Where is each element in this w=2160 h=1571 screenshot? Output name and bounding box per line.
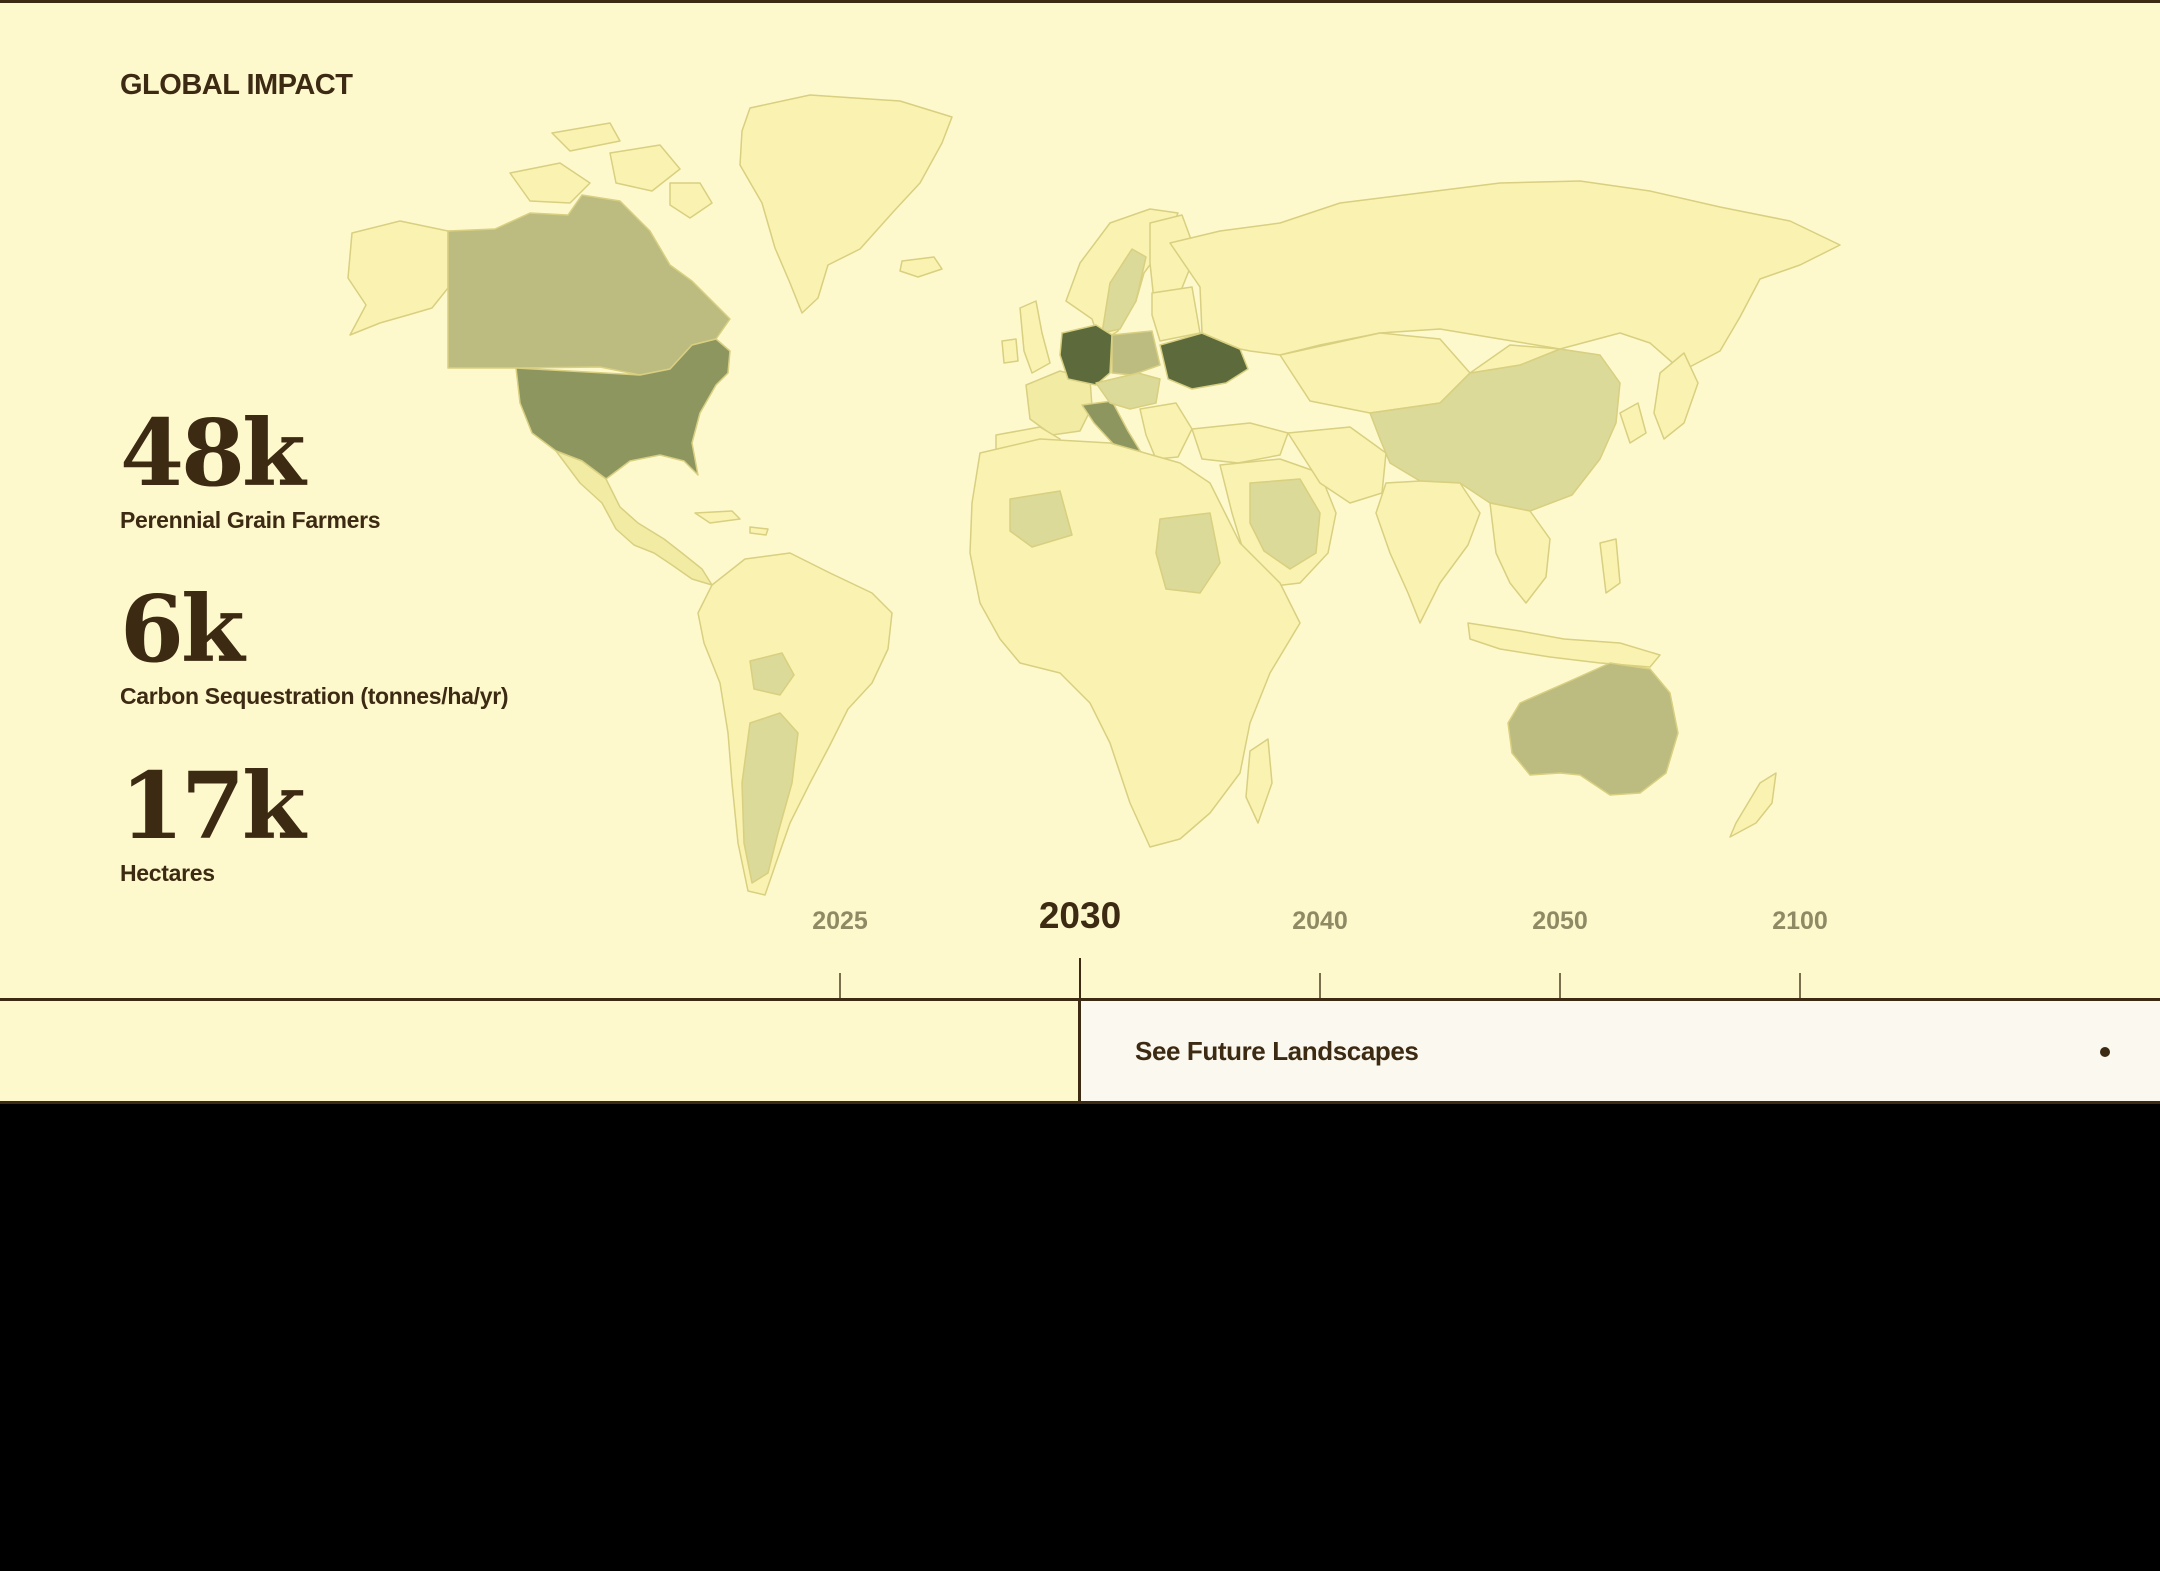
region-germany (1059, 324, 1113, 386)
region-canada (447, 194, 731, 376)
region-belarus-baltics (1151, 286, 1201, 342)
region-south-america (697, 552, 893, 896)
bullet-dot-icon (2100, 1047, 2110, 1057)
region-southeast-asia (1489, 502, 1551, 604)
region-madagascar (1245, 738, 1273, 824)
region-bolivia (749, 652, 795, 696)
region-caribbean (694, 510, 769, 536)
stat-value: 6k (120, 575, 245, 683)
timeline-tick-active (1079, 958, 1081, 998)
region-iceland (899, 256, 943, 278)
cta-label: See Future Landscapes (1135, 1036, 1419, 1066)
timeline-year-2030[interactable]: 2030 (1038, 895, 1122, 936)
timeline-tick (1799, 973, 1801, 998)
region-sudan (1155, 512, 1221, 594)
stat-value: 48k (120, 399, 306, 507)
global-impact-section: GLOBAL IMPACT (0, 0, 2160, 1104)
region-turkey (1191, 422, 1289, 464)
region-philippines (1599, 538, 1621, 594)
timeline-year-2100[interactable]: 2100 (1772, 907, 1828, 935)
stat-farmers: 48k Perennial Grain Farmers (120, 399, 381, 534)
region-balkans (1139, 402, 1193, 460)
region-saudi-arabia (1249, 478, 1321, 570)
region-indonesia (1467, 622, 1661, 668)
timeline-year-2040[interactable]: 2040 (1292, 907, 1348, 935)
see-future-landscapes-button[interactable]: See Future Landscapes (1078, 1001, 2160, 1101)
timeline-year-2025[interactable]: 2025 (812, 907, 868, 935)
stat-label: Perennial Grain Farmers (120, 507, 381, 533)
section-heading: GLOBAL IMPACT (120, 69, 353, 101)
region-mongolia (1469, 344, 1561, 374)
timeline-year-2050[interactable]: 2050 (1532, 907, 1588, 935)
region-india (1375, 480, 1481, 624)
timeline-tick (839, 973, 841, 998)
stat-label: Carbon Sequestration (tonnes/ha/yr) (120, 683, 509, 709)
stat-label: Hectares (120, 860, 215, 886)
region-korea-japan (1619, 352, 1699, 444)
stat-value: 17k (120, 752, 306, 860)
region-new-zealand (1729, 772, 1777, 838)
region-alaska (347, 220, 449, 336)
region-greenland (739, 94, 953, 314)
stat-hectares: 17k Hectares (120, 752, 306, 887)
region-arctic-islands (509, 122, 713, 219)
region-sweden (1101, 248, 1147, 334)
region-russia (1169, 180, 1841, 372)
timeline-axis (0, 998, 2160, 1001)
stat-carbon: 6k Carbon Sequestration (tonnes/ha/yr) (120, 575, 509, 710)
timeline-tick (1319, 973, 1321, 998)
region-poland (1111, 330, 1161, 376)
region-uk (1001, 300, 1051, 374)
timeline-tick (1559, 973, 1561, 998)
world-map (347, 94, 1841, 896)
region-mexico (555, 450, 713, 586)
region-central-europe (1095, 372, 1161, 410)
region-argentina (741, 712, 799, 884)
region-mali (1009, 490, 1073, 548)
region-australia (1507, 662, 1679, 796)
